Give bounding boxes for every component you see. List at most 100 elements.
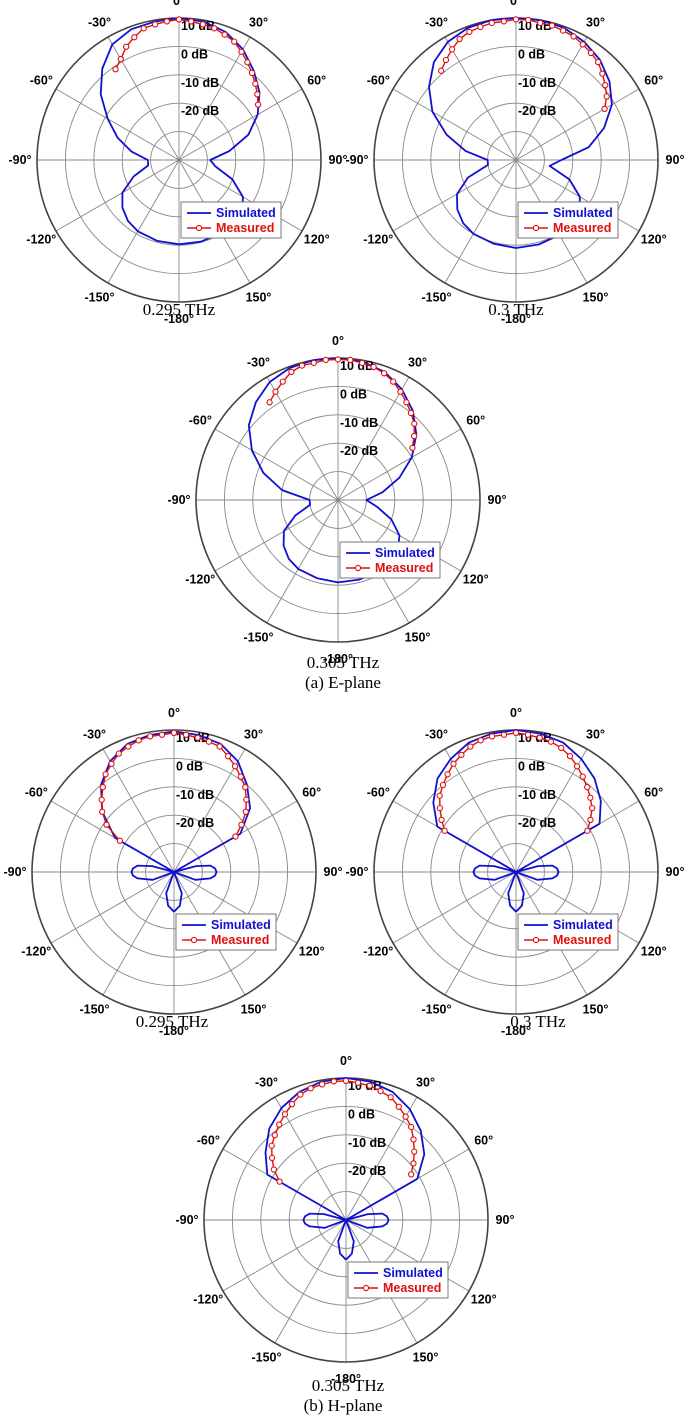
measured-point — [477, 23, 484, 31]
angle-tick-label: 60° — [644, 74, 663, 88]
polar-grid — [36, 17, 322, 303]
measured-point — [322, 356, 329, 364]
measured-point — [248, 69, 256, 77]
grid-spoke — [173, 748, 246, 873]
legend-box — [180, 201, 282, 239]
measured-point — [359, 359, 366, 367]
angle-tick-label: -180° — [323, 652, 353, 666]
grid-spoke — [102, 871, 175, 996]
measured-point — [297, 1091, 304, 1098]
measured-point — [558, 744, 565, 752]
measured-point — [366, 1082, 373, 1089]
measured-point — [408, 1123, 415, 1131]
angle-tick-label: -60° — [25, 786, 48, 800]
legend-measured-label: Measured — [553, 933, 611, 947]
grid-spoke — [337, 428, 462, 501]
angle-tick-label: -60° — [197, 1134, 220, 1148]
measured-point — [117, 56, 124, 63]
measured-point — [272, 388, 279, 395]
measured-point — [438, 816, 445, 824]
measured-point — [163, 18, 171, 25]
measured-point — [402, 1113, 409, 1120]
grid-spoke — [178, 36, 251, 161]
measured-point — [436, 804, 444, 812]
measured-point — [536, 734, 543, 741]
angle-tick-label: 30° — [586, 727, 605, 741]
angle-tick-label: 90° — [329, 153, 348, 167]
angle-tick-label: 150° — [413, 1351, 439, 1365]
grid-spoke — [55, 88, 180, 161]
polar-grid — [195, 357, 481, 643]
angle-tick-label: 90° — [488, 493, 507, 507]
measured-point — [411, 420, 418, 427]
legend-measured-marker — [362, 1284, 370, 1292]
measured-point — [140, 25, 147, 32]
measured-point — [566, 753, 574, 760]
measured-point — [194, 734, 201, 741]
db-tick-label: 0 dB — [518, 759, 545, 773]
db-tick-label: 0 dB — [176, 759, 203, 773]
grid-spoke — [266, 376, 339, 501]
measured-point — [242, 808, 249, 815]
angle-tick-label: -180° — [501, 1024, 531, 1038]
frequency-label: 0.295 THz — [142, 300, 216, 319]
measured-point — [347, 356, 354, 364]
measured-point — [441, 827, 448, 834]
angle-tick-label: 30° — [416, 1075, 435, 1089]
angle-tick-label: -30° — [247, 355, 270, 369]
db-tick-label: -10 dB — [518, 76, 556, 90]
measured-point — [252, 80, 259, 87]
angle-tick-label: 150° — [241, 1003, 267, 1017]
measured-point — [584, 827, 591, 834]
measured-point — [175, 16, 183, 23]
frequency-label: 0.305 THz — [311, 1376, 385, 1395]
polar-plot-svg: 0° 30° 60° 90° 120° 150° -180° -150° -120° -90° -6… — [167, 334, 507, 666]
measured-point — [102, 771, 109, 778]
legend-box — [347, 1261, 449, 1299]
measured-point — [151, 21, 159, 28]
angle-tick-label: 60° — [307, 74, 326, 88]
angle-tick-label: -150° — [421, 1003, 451, 1017]
grid-spoke — [266, 499, 339, 624]
angle-tick-label: -150° — [79, 1003, 109, 1017]
measured-point — [395, 1103, 402, 1110]
angle-tick-label: -30° — [255, 1075, 278, 1089]
legend-simulated-label: Simulated — [553, 918, 613, 932]
measured-point — [436, 792, 443, 799]
measured-point — [232, 833, 239, 840]
measured-point — [573, 763, 581, 770]
legend-box — [517, 913, 619, 951]
frequency-label: 0.295 THz — [135, 1012, 209, 1031]
measured-point — [187, 18, 195, 25]
measured-point — [584, 784, 591, 791]
measured-point — [438, 67, 445, 74]
frequency-label: 0.3 THz — [488, 300, 544, 319]
measured-point — [458, 751, 465, 759]
legend-simulated-label: Simulated — [383, 1266, 443, 1280]
polar-chart-e-plane-0305: 0° 30° 60° 90° 120° 150° -180° -150° -120° -90° -6… — [167, 334, 520, 666]
measured-point — [298, 362, 306, 369]
grid-spoke — [392, 88, 517, 161]
measured-point — [170, 729, 178, 736]
angle-tick-label: -120° — [363, 233, 393, 247]
angle-tick-label: 0° — [510, 0, 522, 8]
angle-tick-label: -90° — [175, 1213, 198, 1227]
db-tick-label: 0 dB — [348, 1107, 375, 1121]
grid-spoke — [392, 871, 517, 944]
measured-point — [488, 733, 496, 740]
measured-point — [271, 1132, 278, 1139]
angle-tick-label: -180° — [331, 1372, 361, 1386]
measured-point — [548, 22, 556, 29]
measured-point — [547, 738, 555, 745]
angle-tick-label: 0° — [340, 1054, 352, 1068]
measured-point — [146, 733, 154, 740]
measured-point — [224, 753, 232, 760]
grid-spoke — [515, 36, 588, 161]
measured-point — [123, 43, 130, 50]
legend-measured-marker — [190, 936, 198, 944]
angle-tick-label: -30° — [88, 15, 111, 29]
db-tick-label: -20 dB — [340, 444, 378, 458]
polar-plot-svg: 0° 30° 60° 90° 120° 150° -180° -150° -120° -90° -6… — [345, 0, 684, 326]
measured-point — [588, 804, 596, 812]
db-tick-label: -10 dB — [340, 416, 378, 430]
